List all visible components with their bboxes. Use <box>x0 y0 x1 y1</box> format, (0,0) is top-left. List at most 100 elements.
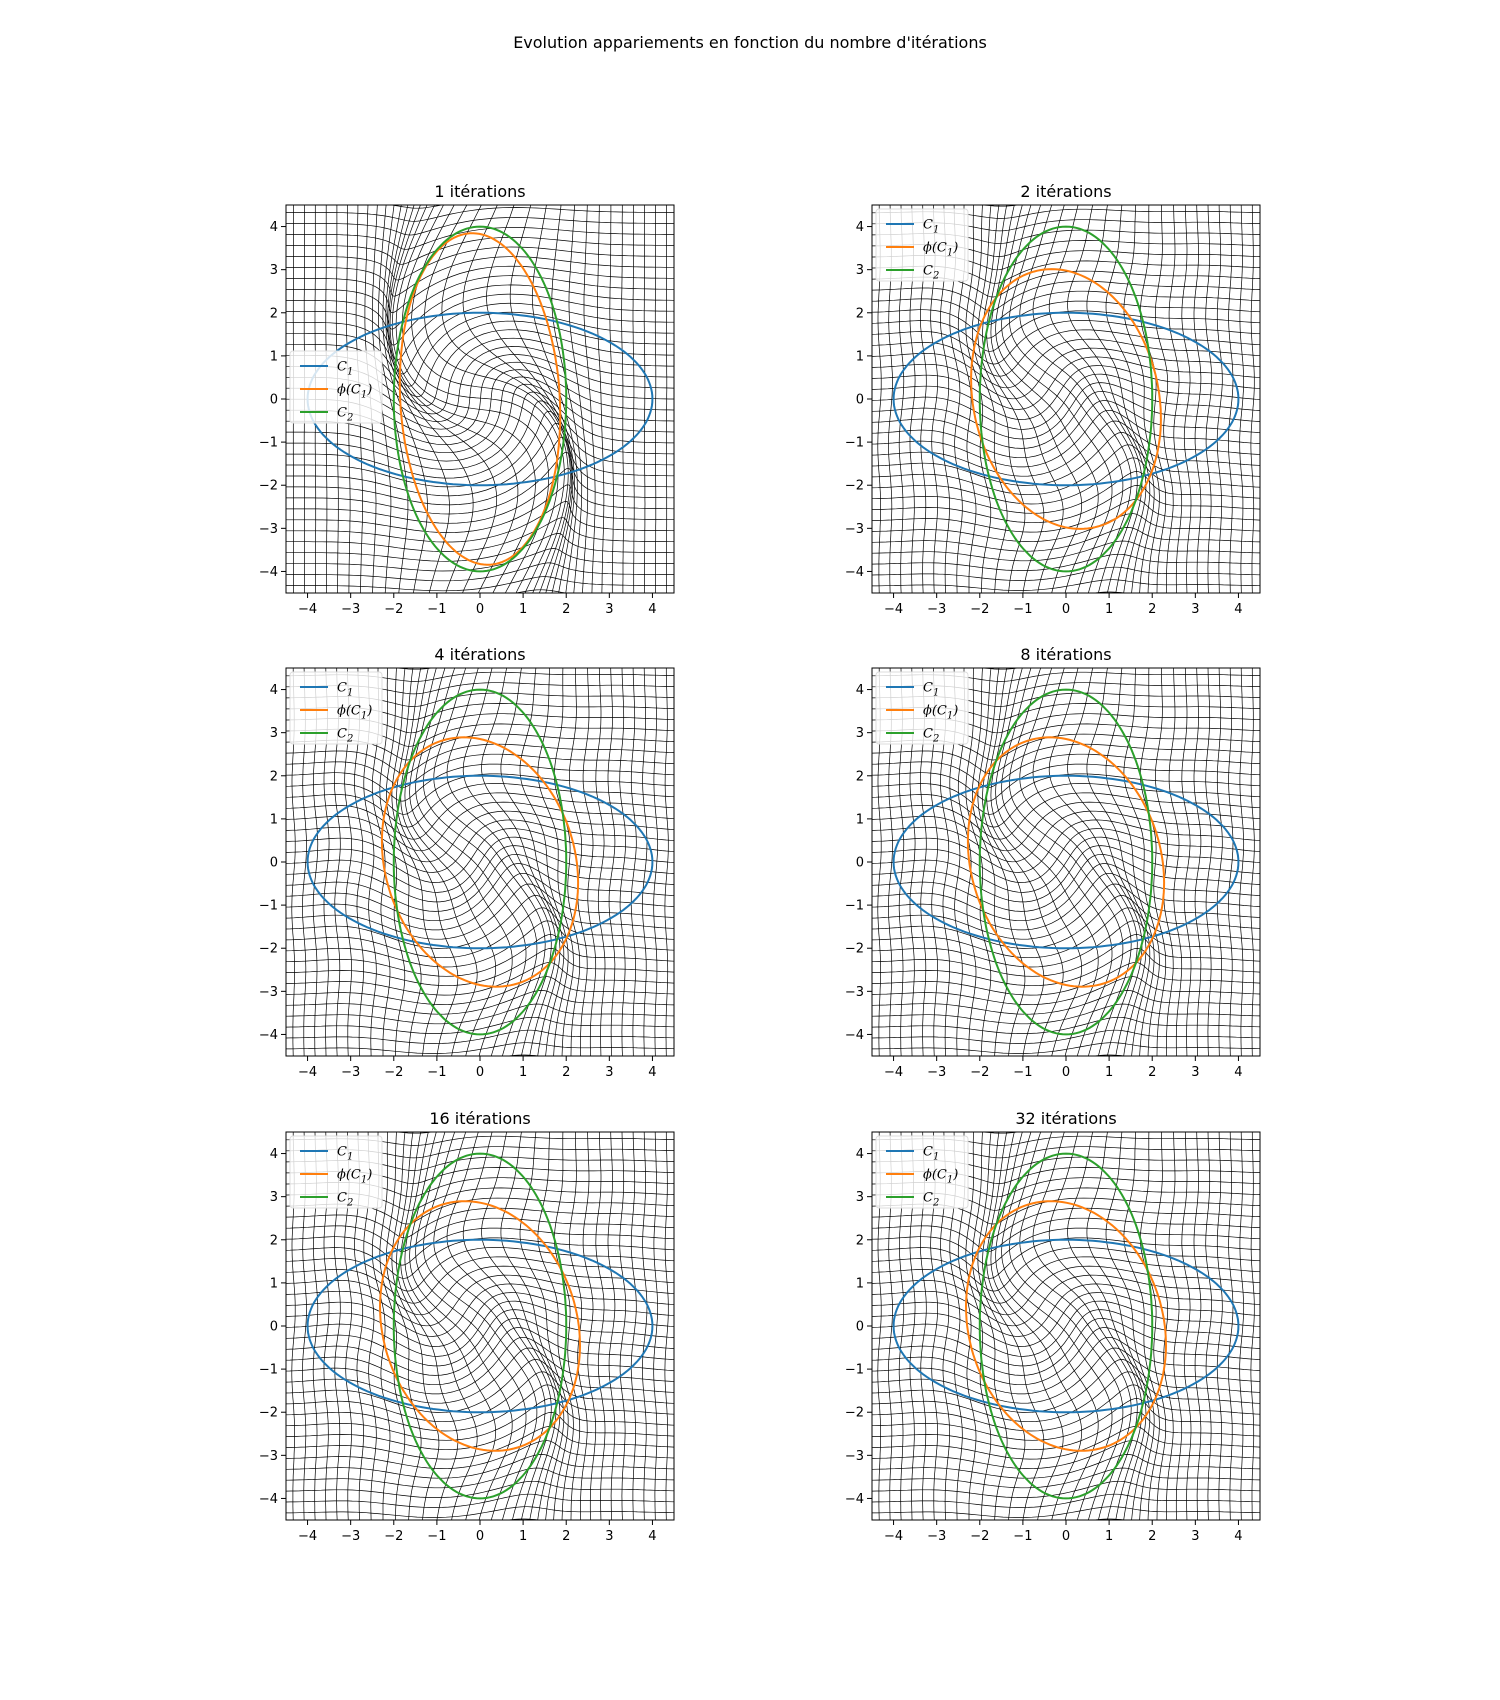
grid-line-vertical <box>1285 158 1287 641</box>
grid-line-horizontal <box>872 1493 1260 1508</box>
x-tick-label: 3 <box>1191 602 1199 617</box>
legend-label: ϕ(C1) <box>337 383 372 401</box>
x-tick-label: 2 <box>1148 1529 1156 1544</box>
y-tick-label: 1 <box>856 812 864 827</box>
grid-line-horizontal <box>286 1237 674 1279</box>
grid-line-horizontal <box>286 1467 674 1489</box>
grid-line-horizontal <box>286 517 674 552</box>
grid-line-horizontal <box>286 1016 674 1034</box>
legend-label: ϕ(C1) <box>337 704 372 722</box>
x-tick-label: −2 <box>970 1065 989 1080</box>
grid-line-vertical <box>607 1132 616 1520</box>
grid-line-horizontal <box>286 284 674 346</box>
grid-line-vertical <box>500 1132 565 1520</box>
grid-line-horizontal <box>872 1467 1260 1489</box>
grid-line-vertical <box>835 158 837 641</box>
grid-line-horizontal <box>872 801 1260 852</box>
subplot-title: 32 itérations <box>1015 1109 1116 1128</box>
grid-line-vertical <box>619 668 626 1056</box>
grid-line-horizontal <box>872 280 1260 312</box>
grid-line-vertical <box>1067 1132 1147 1520</box>
subplot-3: 4 itérations −4 −3 −2 −1 0 1 2 3 4 −4 −3 −2 −1 0 1 2 3 4 C1… <box>249 621 712 1104</box>
grid-line-vertical <box>1140 668 1167 1056</box>
y-tick-label: 3 <box>270 726 278 741</box>
grid-line-vertical <box>710 621 712 1104</box>
grid-line-vertical <box>1239 1132 1245 1520</box>
x-tick-label: 2 <box>562 1529 570 1544</box>
grid-line-horizontal <box>286 1227 674 1266</box>
y-tick-label: −1 <box>259 436 278 451</box>
series-phi-c-1--curve <box>378 1200 582 1452</box>
x-tick-label: 0 <box>1062 602 1070 617</box>
legend: C1 ϕ(C1) C2 <box>875 671 969 745</box>
grid-line-vertical <box>710 1085 712 1568</box>
x-tick-label: 3 <box>1191 1065 1199 1080</box>
grid-line-horizontal <box>872 471 1260 514</box>
grid-line-horizontal <box>286 743 674 775</box>
grid-line-horizontal <box>286 1029 674 1044</box>
grid-line-horizontal <box>872 320 1260 365</box>
legend-label: C1 <box>337 1145 353 1163</box>
grid-line-vertical <box>249 621 251 1104</box>
grid-line-horizontal <box>286 217 674 236</box>
grid-line-vertical <box>1273 621 1276 1104</box>
grid-line-horizontal <box>872 763 1260 802</box>
grid-line-vertical <box>441 205 571 593</box>
grid-line-horizontal <box>872 290 1260 325</box>
grid-line-horizontal <box>286 1217 674 1252</box>
series-c-2-curve <box>392 225 568 573</box>
grid-line-vertical <box>404 1132 497 1520</box>
grid-line-horizontal <box>872 743 1260 775</box>
grid-line-vertical <box>433 1132 546 1520</box>
y-tick-label: 0 <box>856 856 864 871</box>
x-tick-label: −3 <box>341 602 360 617</box>
y-tick-label: 3 <box>270 263 278 278</box>
grid-line-horizontal <box>286 1398 674 1441</box>
grid-line-horizontal <box>286 467 674 524</box>
grid-line-horizontal <box>286 783 674 828</box>
grid-line-vertical <box>1048 1132 1143 1520</box>
grid-line-vertical <box>595 1132 606 1520</box>
grid-line-horizontal <box>239 1554 722 1558</box>
grid-line-horizontal <box>286 1283 674 1337</box>
y-tick-label: −4 <box>259 1028 278 1043</box>
y-tick-label: 3 <box>856 726 864 741</box>
grid-line-horizontal <box>825 167 1308 171</box>
series-c-2-curve <box>978 225 1154 573</box>
y-tick-label: −4 <box>845 565 864 580</box>
grid-line-horizontal <box>872 783 1260 828</box>
grid-line-horizontal <box>872 566 1260 581</box>
grid-line-vertical <box>632 205 635 593</box>
grid-line-horizontal <box>872 1256 1260 1304</box>
y-tick-label: 4 <box>856 1147 864 1162</box>
y-tick-label: −4 <box>845 1028 864 1043</box>
x-tick-label: −4 <box>884 1529 903 1544</box>
y-tick-label: −1 <box>845 899 864 914</box>
subplot-2: 2 itérations −4 −3 −2 −1 0 1 2 3 4 −4 −3 −2 −1 0 1 2 3 4 C1… <box>825 158 1308 641</box>
grid-line-vertical <box>1181 205 1192 593</box>
y-tick-label: −2 <box>259 942 278 957</box>
grid-line-vertical <box>1155 205 1174 593</box>
grid-line-horizontal <box>239 1566 722 1569</box>
grid-line-vertical <box>481 668 561 1056</box>
grid-line-vertical <box>676 1085 679 1568</box>
x-tick-label: −4 <box>298 602 317 617</box>
grid-line-horizontal <box>239 1094 722 1098</box>
grid-line-vertical <box>462 668 557 1056</box>
grid-line-horizontal <box>286 1265 674 1316</box>
deformation-grid <box>249 621 712 1104</box>
y-tick-label: −2 <box>259 1406 278 1421</box>
grid-line-vertical <box>1239 205 1245 593</box>
grid-line-vertical <box>687 1085 690 1568</box>
x-tick-label: 1 <box>519 1529 527 1544</box>
y-tick-label: −4 <box>259 1492 278 1507</box>
grid-line-horizontal <box>872 1426 1260 1460</box>
legend-label: C2 <box>923 727 939 745</box>
grid-line-vertical <box>824 1085 825 1568</box>
grid-line-vertical <box>238 1085 239 1568</box>
grid-line-horizontal <box>872 1207 1260 1239</box>
legend: C1 ϕ(C1) C2 <box>875 1135 969 1209</box>
y-tick-label: −2 <box>845 942 864 957</box>
grid-line-horizontal <box>872 356 1260 410</box>
